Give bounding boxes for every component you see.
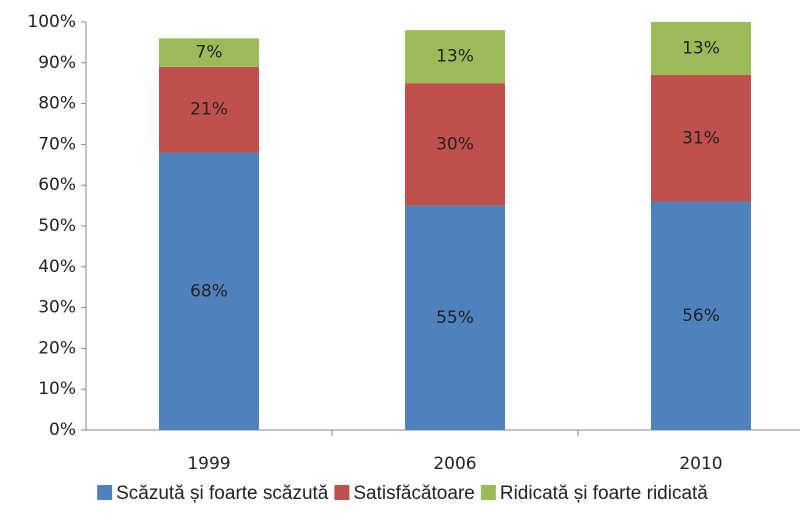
y-tick-label: 10%	[38, 379, 76, 399]
x-tick-label: 2010	[679, 454, 722, 474]
bar-segment	[651, 201, 751, 430]
y-tick-label: 70%	[38, 134, 76, 154]
x-tick-label: 1999	[187, 454, 230, 474]
y-tick-label: 100%	[27, 12, 76, 32]
x-tick-label: 2006	[433, 454, 476, 474]
value-label: 56%	[682, 306, 720, 326]
bar-segment	[159, 152, 259, 430]
value-label: 31%	[682, 128, 720, 148]
value-label: 30%	[436, 134, 474, 154]
bar-segment	[405, 83, 505, 206]
legend-swatch	[334, 485, 350, 500]
legend-swatch	[97, 485, 113, 500]
value-label: 13%	[436, 47, 474, 67]
legend-label: Satisfăcătoare	[353, 483, 474, 504]
y-tick-label: 60%	[38, 175, 76, 195]
legend-label: Ridicată și foarte ridicată	[500, 483, 708, 504]
y-tick-label: 50%	[38, 216, 76, 236]
bar-segment	[159, 38, 259, 67]
value-label: 13%	[682, 39, 720, 59]
value-label: 7%	[196, 43, 223, 63]
legend-label: Scăzută și foarte scăzută	[116, 483, 329, 504]
legend-swatch	[480, 485, 496, 500]
y-tick-label: 30%	[38, 298, 76, 318]
y-tick-label: 20%	[38, 338, 76, 358]
value-label: 55%	[436, 308, 474, 328]
bar-segment	[651, 22, 751, 76]
value-label: 68%	[190, 281, 228, 301]
y-tick-label: 40%	[38, 257, 76, 277]
bar-segment	[651, 75, 751, 202]
y-tick-label: 0%	[49, 420, 76, 440]
y-tick-label: 90%	[38, 53, 76, 73]
bar-segment	[405, 205, 505, 430]
y-tick-label: 80%	[38, 94, 76, 114]
bar-segment	[159, 66, 259, 153]
value-label: 21%	[190, 100, 228, 120]
bar-segment	[405, 30, 505, 84]
